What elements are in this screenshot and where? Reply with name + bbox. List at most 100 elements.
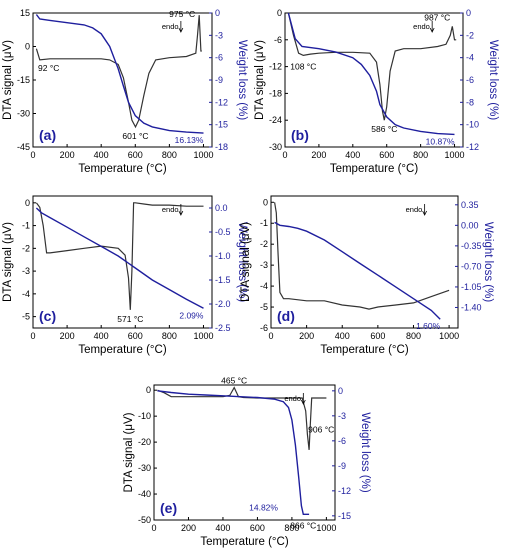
x-tick-label: 1000: [445, 150, 465, 160]
endo-label: endo: [162, 205, 179, 214]
y-right-tick-label: -3: [338, 411, 346, 421]
y-right-tick-label: -1.40: [461, 302, 482, 312]
x-tick-label: 200: [60, 331, 75, 341]
endo-arrow-head: [429, 27, 435, 33]
x-tick-label: 1000: [316, 523, 336, 533]
y-right-tick-label: 0.35: [461, 200, 479, 210]
x-tick-label: 800: [413, 150, 428, 160]
y-left-tick-label: -3: [260, 260, 268, 270]
weight-loss-line: [35, 207, 204, 309]
plot-frame: [32, 195, 213, 329]
y-left-tick-label: -2: [22, 243, 30, 253]
y-right-tick-label: -6: [215, 53, 223, 63]
y-right-tick-label: 0.00: [461, 220, 479, 230]
x-tick-label: 200: [60, 150, 75, 160]
y-right-tick-label: -4: [466, 53, 474, 63]
y-left-tick-label: -18: [269, 88, 282, 98]
y-left-tick-label: -1: [260, 218, 268, 228]
y-left-tick-label: -4: [260, 281, 268, 291]
endo-arrow-head: [178, 210, 184, 216]
chart-panel-d: 0 200 400 600 800 1000 -6 -5 -4 -3 -2 -1 0 -1.40 -1.05…: [240, 195, 494, 356]
peak-annotation: 987 °C: [424, 12, 450, 22]
endo-label: endo: [284, 394, 301, 403]
x-axis-title: Temperature (°C): [78, 163, 166, 175]
weight-loss-annotation: 16.13%: [175, 135, 204, 145]
x-tick-label: 400: [94, 331, 109, 341]
peak-annotation: 108 °C: [290, 61, 316, 71]
y-left-tick-label: -20: [138, 437, 151, 447]
y-left-tick-label: -6: [260, 323, 268, 333]
y-right-tick-label: -18: [215, 142, 228, 152]
y-right-tick-label: -9: [338, 461, 346, 471]
y-right-tick-label: -0.5: [215, 227, 231, 237]
y-right-tick-label: -15: [215, 120, 228, 130]
y-right-tick-label: -3: [215, 30, 223, 40]
endo-label: endo: [413, 22, 430, 31]
y-right-axis-title: Weight loss (%): [487, 40, 499, 120]
dta-signal-line: [35, 15, 202, 129]
y-right-tick-label: -8: [466, 97, 474, 107]
peak-annotation: 601 °C: [122, 131, 148, 141]
panel-label: (e): [160, 500, 177, 516]
peak-annotation: 465 °C: [221, 376, 247, 386]
x-tick-label: 200: [311, 150, 326, 160]
peak-annotation: 975 °C: [169, 9, 195, 19]
y-left-axis-title: DTA signal (μV): [2, 222, 14, 302]
weight-loss-annotation: 1.60%: [416, 321, 441, 331]
x-tick-label: 600: [128, 331, 143, 341]
endo-arrow-head: [178, 27, 184, 33]
x-tick-label: 0: [30, 150, 35, 160]
endo-label: endo: [406, 205, 423, 214]
y-left-tick-label: -24: [269, 115, 282, 125]
y-right-tick-label: -1.5: [215, 275, 231, 285]
chart-panel-b: 0 200 400 600 800 1000 -30 -24 -18 -12 -6 0 -12 -10 -8…: [254, 8, 499, 175]
y-left-axis-title: DTA signal (μV): [123, 412, 135, 492]
endo-arrow-head: [422, 210, 427, 216]
x-tick-label: 1000: [439, 331, 459, 341]
dta-signal-line: [274, 202, 450, 310]
y-right-tick-label: -0.70: [461, 261, 482, 271]
x-tick-label: 800: [406, 331, 421, 341]
x-tick-label: 800: [162, 331, 177, 341]
endo-label: endo: [162, 22, 179, 31]
y-right-tick-label: -2.5: [215, 323, 231, 333]
weight-loss-line: [287, 12, 455, 136]
y-right-tick-label: -12: [215, 97, 228, 107]
peak-annotation: 571 °C: [117, 314, 143, 324]
x-axis-title: Temperature (°C): [320, 344, 408, 356]
y-right-tick-label: -10: [466, 120, 479, 130]
weight-loss-annotation: 10.87%: [426, 136, 455, 146]
x-tick-label: 600: [379, 150, 394, 160]
x-tick-label: 400: [335, 331, 350, 341]
y-left-tick-label: 0: [25, 198, 30, 208]
peak-annotation: 866 °C: [290, 520, 316, 530]
y-left-tick-label: 15: [20, 8, 30, 18]
dta-signal-line: [35, 202, 204, 310]
y-left-tick-label: -4: [22, 289, 30, 299]
y-right-axis-title: Weight loss (%): [236, 222, 248, 302]
x-tick-label: 0: [30, 331, 35, 341]
x-tick-label: 0: [268, 331, 273, 341]
x-axis-title: Temperature (°C): [200, 536, 288, 548]
weight-loss-annotation: 2.09%: [179, 310, 204, 320]
y-left-tick-label: -40: [138, 489, 151, 499]
y-left-tick-label: 0: [25, 42, 30, 52]
y-right-tick-label: -2: [466, 30, 474, 40]
x-tick-label: 600: [250, 523, 265, 533]
x-tick-label: 1000: [193, 331, 213, 341]
y-right-tick-label: -9: [215, 75, 223, 85]
panel-label: (d): [277, 308, 295, 324]
y-left-tick-label: -30: [269, 142, 282, 152]
plot-frame: [153, 384, 336, 521]
y-right-axis-title: Weight loss (%): [236, 40, 248, 120]
y-left-tick-label: -30: [17, 109, 30, 119]
y-right-tick-label: 0: [215, 8, 220, 18]
x-tick-label: 1000: [193, 150, 213, 160]
weight-loss-line: [274, 221, 441, 320]
panel-label: (b): [291, 127, 309, 143]
chart-panel-e: 0 200 400 600 800 1000-50-40-30-20-100-15-12-…: [123, 376, 371, 548]
y-left-tick-label: -6: [274, 35, 282, 45]
y-right-tick-label: -1.0: [215, 251, 231, 261]
peak-annotation: 586 °C: [371, 124, 397, 134]
x-tick-label: 400: [345, 150, 360, 160]
